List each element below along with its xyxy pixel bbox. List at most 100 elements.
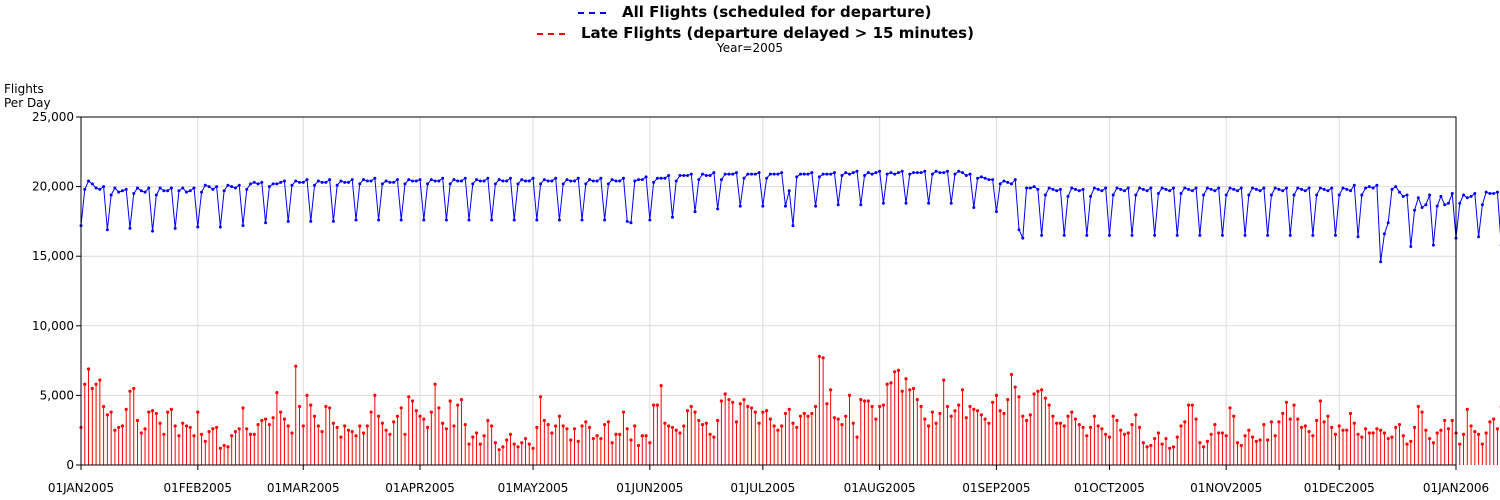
all-flights-point (490, 218, 494, 222)
late-flights-point (1137, 425, 1142, 430)
all-flights-point (1397, 190, 1401, 194)
all-flights-point (1322, 187, 1326, 191)
late-flights-point (478, 442, 482, 446)
y-tick-label: 25,000 (32, 110, 74, 124)
late-flights-point (625, 427, 629, 431)
all-flights-point (1288, 233, 1292, 237)
all-flights-point (463, 176, 467, 180)
all-flights-point (211, 187, 215, 191)
late-flights-point (256, 423, 260, 427)
late-flights-point (1036, 389, 1040, 393)
late-flights-point (719, 399, 724, 403)
all-flights-point (1006, 180, 1010, 184)
late-flights-point (1149, 443, 1153, 448)
late-flights-point (399, 406, 403, 410)
y-tick-label: 10,000 (32, 319, 74, 333)
late-flights-point (700, 423, 705, 427)
late-flights-point (226, 445, 230, 449)
all-flights-point (557, 218, 561, 222)
all-flights-point (708, 173, 712, 177)
late-flights-point (1405, 442, 1409, 446)
all-flights-point (313, 183, 317, 187)
all-flights-point (320, 180, 324, 184)
late-flights-point (192, 434, 196, 438)
all-flights-point (961, 171, 965, 175)
all-flights-point (241, 224, 245, 228)
late-flights-point (1247, 428, 1251, 432)
late-flights-point (587, 425, 592, 430)
all-flights-point (505, 179, 509, 183)
late-flights-point (414, 409, 418, 413)
legend-item-all-flights[interactable]: All Flights (scheduled for departure) (578, 3, 932, 23)
all-flights-point (1465, 196, 1469, 200)
late-flights-point (437, 406, 441, 410)
all-flights-point (271, 182, 275, 186)
all-flights-point (610, 178, 614, 182)
all-flights-point (859, 203, 863, 207)
all-flights-point (418, 178, 422, 182)
all-flights-point (181, 186, 185, 190)
all-flights-point (701, 172, 705, 176)
late-flights-point (1262, 423, 1266, 427)
all-flights-point (580, 218, 584, 222)
all-flights-point (414, 179, 418, 183)
late-flights-point (263, 417, 268, 421)
late-flights-point (810, 411, 814, 416)
all-flights-point (1111, 193, 1115, 197)
late-flights-point (1202, 445, 1206, 449)
late-flights-point (998, 409, 1002, 413)
late-flights-point (463, 423, 467, 427)
late-flights-point (301, 424, 305, 428)
late-flights-point (1028, 413, 1032, 417)
late-flights-point (1337, 424, 1341, 428)
late-flights-point (1315, 418, 1319, 423)
late-flights-point (1443, 418, 1447, 423)
all-flights-point (606, 182, 610, 186)
all-flights-point (290, 183, 294, 187)
all-flights-point (482, 179, 486, 183)
late-flights-series (79, 354, 1500, 465)
all-flights-point (1126, 186, 1130, 190)
x-tick-label: 01NOV2005 (1190, 481, 1262, 495)
all-flights-point (919, 171, 923, 175)
all-flights-point (331, 219, 335, 223)
all-flights-point (422, 218, 426, 222)
all-flights-point (1367, 185, 1371, 189)
all-flights-point (991, 178, 995, 182)
all-flights-point (1337, 193, 1341, 197)
all-flights-point (524, 179, 528, 183)
all-flights-point (621, 176, 625, 180)
late-flights-point (697, 418, 701, 423)
legend-item-late-flights[interactable]: Late Flights (departure delayed > 15 min… (537, 24, 974, 44)
all-flights-point (746, 172, 750, 176)
x-tick-label: 01SEP2005 (962, 481, 1030, 495)
all-flights-point (957, 169, 961, 173)
late-flights-point (945, 404, 950, 409)
late-flights-point (636, 443, 641, 448)
y-axis-label: Flights Per Day (4, 82, 51, 110)
y-tick-label: 0 (66, 458, 74, 472)
late-flights-point (173, 424, 177, 428)
all-flights-point (1360, 193, 1364, 197)
all-flights-point (264, 221, 268, 225)
all-flights-point (772, 172, 776, 176)
all-flights-point (648, 218, 652, 222)
all-flights-point (200, 190, 204, 194)
late-flights-point (1205, 439, 1209, 443)
all-flights-point (192, 186, 196, 190)
all-flights-point (945, 169, 949, 173)
all-flights-point (444, 218, 448, 222)
all-flights-point (1119, 187, 1123, 191)
late-flights-point (324, 404, 328, 409)
late-flights-point (994, 393, 999, 397)
all-flights-point (716, 207, 720, 211)
all-flights-point (90, 182, 94, 186)
late-flights-point (1446, 427, 1451, 431)
late-flights-point (1450, 418, 1454, 423)
all-flights-point (346, 180, 350, 184)
late-flights-point (1352, 421, 1356, 425)
all-flights-point (226, 183, 230, 187)
late-flights-point (83, 382, 87, 386)
late-flights-point (98, 378, 102, 382)
late-flights-point (1217, 431, 1221, 435)
